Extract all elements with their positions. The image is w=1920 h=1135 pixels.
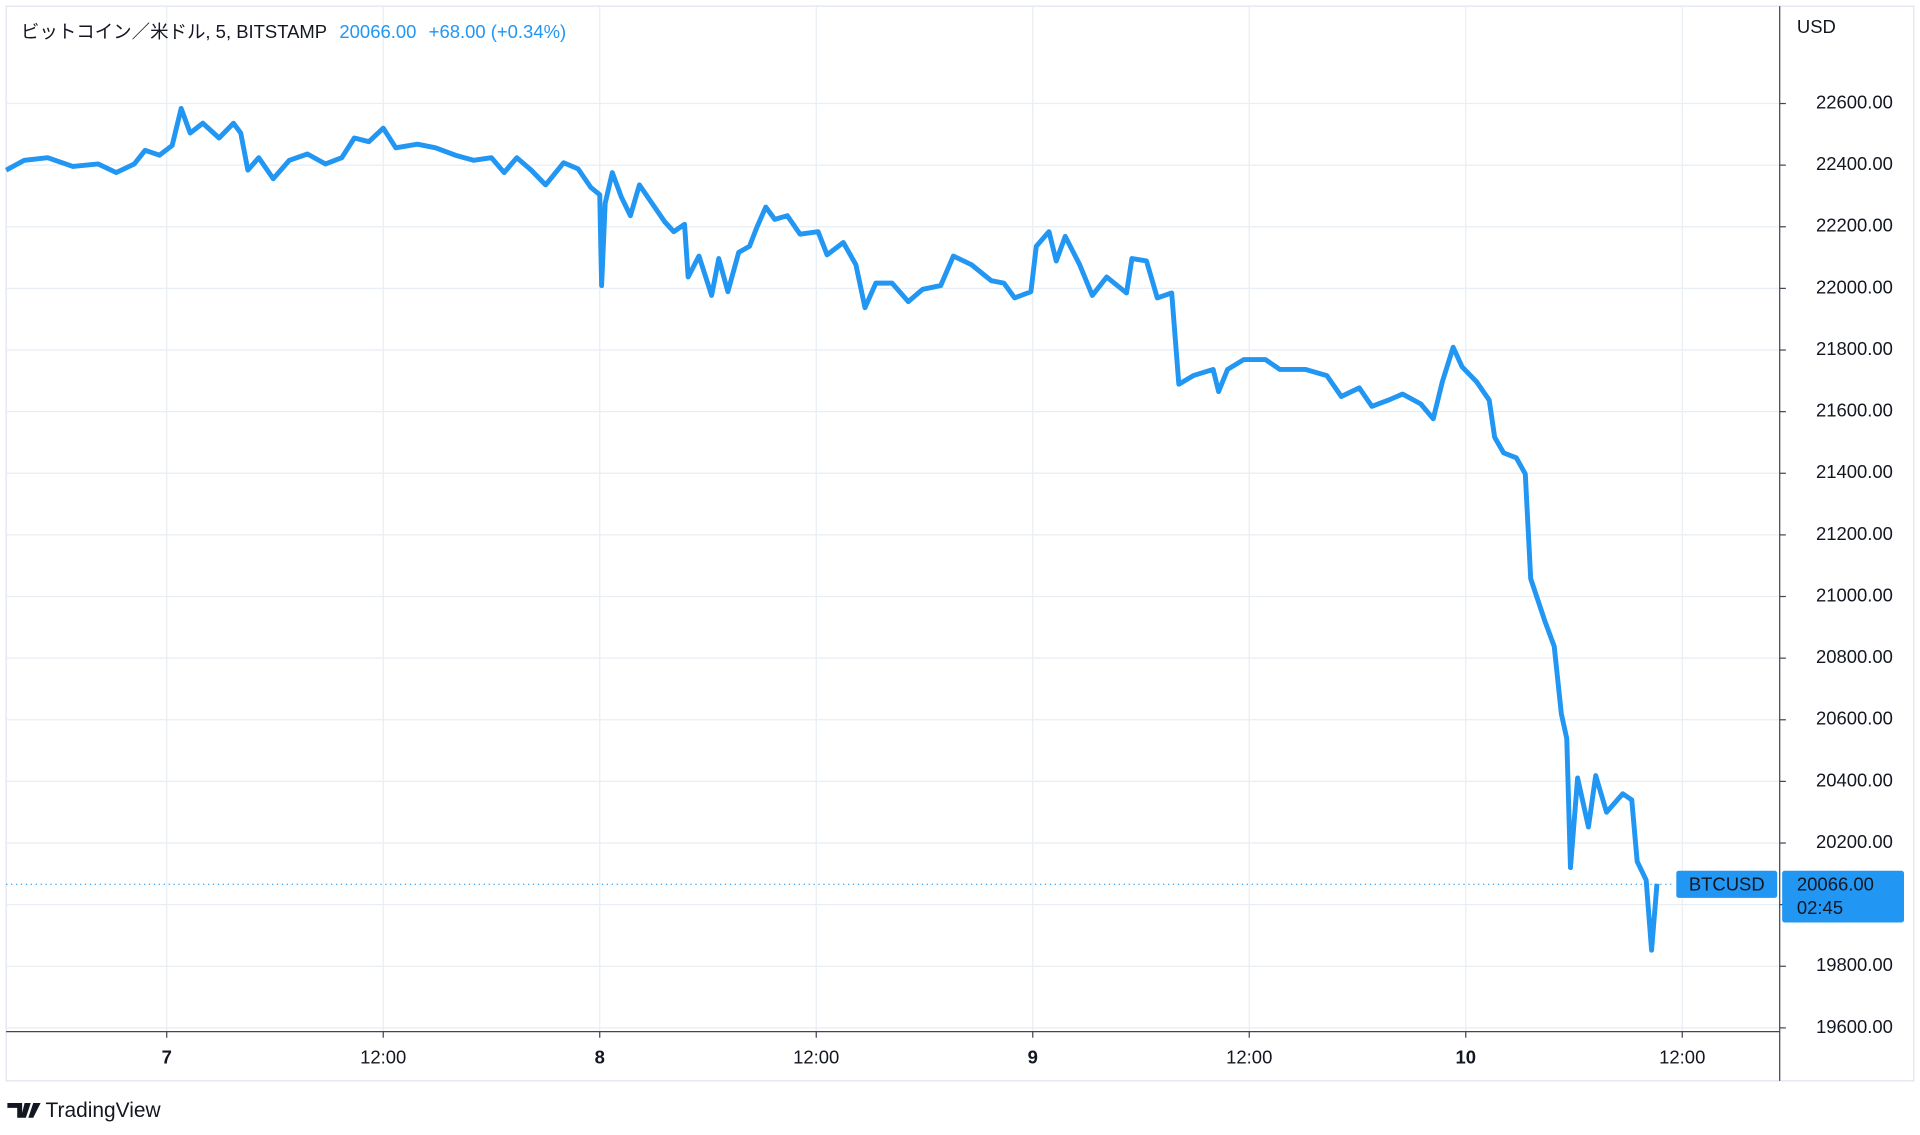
x-tick-label: 12:00	[793, 1047, 839, 1068]
change: +68.00 (+0.34%)	[429, 21, 566, 42]
y-tick-label: 21400.00	[1816, 461, 1893, 482]
y-tick-label: 22000.00	[1816, 276, 1893, 297]
y-tick-label: 20800.00	[1816, 646, 1893, 667]
logo-icon	[7, 1102, 41, 1118]
last-value: 20066.00	[339, 21, 416, 42]
symbol-title: ビットコイン／米ドル, 5, BITSTAMP	[21, 21, 327, 42]
y-tick-label: 20600.00	[1816, 708, 1893, 729]
y-tick-label: 21600.00	[1816, 400, 1893, 421]
y-tick-label: 20400.00	[1816, 769, 1893, 790]
y-tick-label: 19800.00	[1816, 954, 1893, 975]
y-tick-label: 22400.00	[1816, 153, 1893, 174]
x-tick-label: 12:00	[360, 1047, 406, 1068]
x-tick-label: 8	[595, 1047, 605, 1068]
y-tick-label: 21800.00	[1816, 338, 1893, 359]
brand: TradingView	[46, 1099, 162, 1122]
price-tag	[1782, 870, 1904, 923]
frame	[5, 5, 1915, 1082]
header: ビットコイン／米ドル, 5, BITSTAMP 20066.00 +68.00 (+…	[21, 21, 566, 42]
x-tick-label: 7	[162, 1047, 172, 1068]
y-tick-label: 20200.00	[1816, 831, 1893, 852]
symbol-tag-label: BTCUSD	[1689, 873, 1765, 894]
price-countdown: 02:45	[1797, 897, 1843, 918]
price-tag-label: 20066.00	[1797, 873, 1874, 894]
x-tick-label: 9	[1028, 1047, 1038, 1068]
y-unit: USD	[1797, 16, 1836, 37]
y-tick-label: 22200.00	[1816, 215, 1893, 236]
x-tick-label: 10	[1455, 1047, 1476, 1068]
y-tick-label: 21200.00	[1816, 523, 1893, 544]
y-tick-label: 19600.00	[1816, 1016, 1893, 1037]
symbol-tag	[1676, 870, 1778, 898]
x-tick-label: 12:00	[1659, 1047, 1705, 1068]
y-tick-label: 22600.00	[1816, 91, 1893, 112]
y-tick-label: 21000.00	[1816, 584, 1893, 605]
price-line	[4, 105, 1660, 953]
brand-logo: TradingView	[7, 1099, 161, 1122]
x-tick-label: 12:00	[1226, 1047, 1272, 1068]
grid	[6, 6, 1780, 1032]
